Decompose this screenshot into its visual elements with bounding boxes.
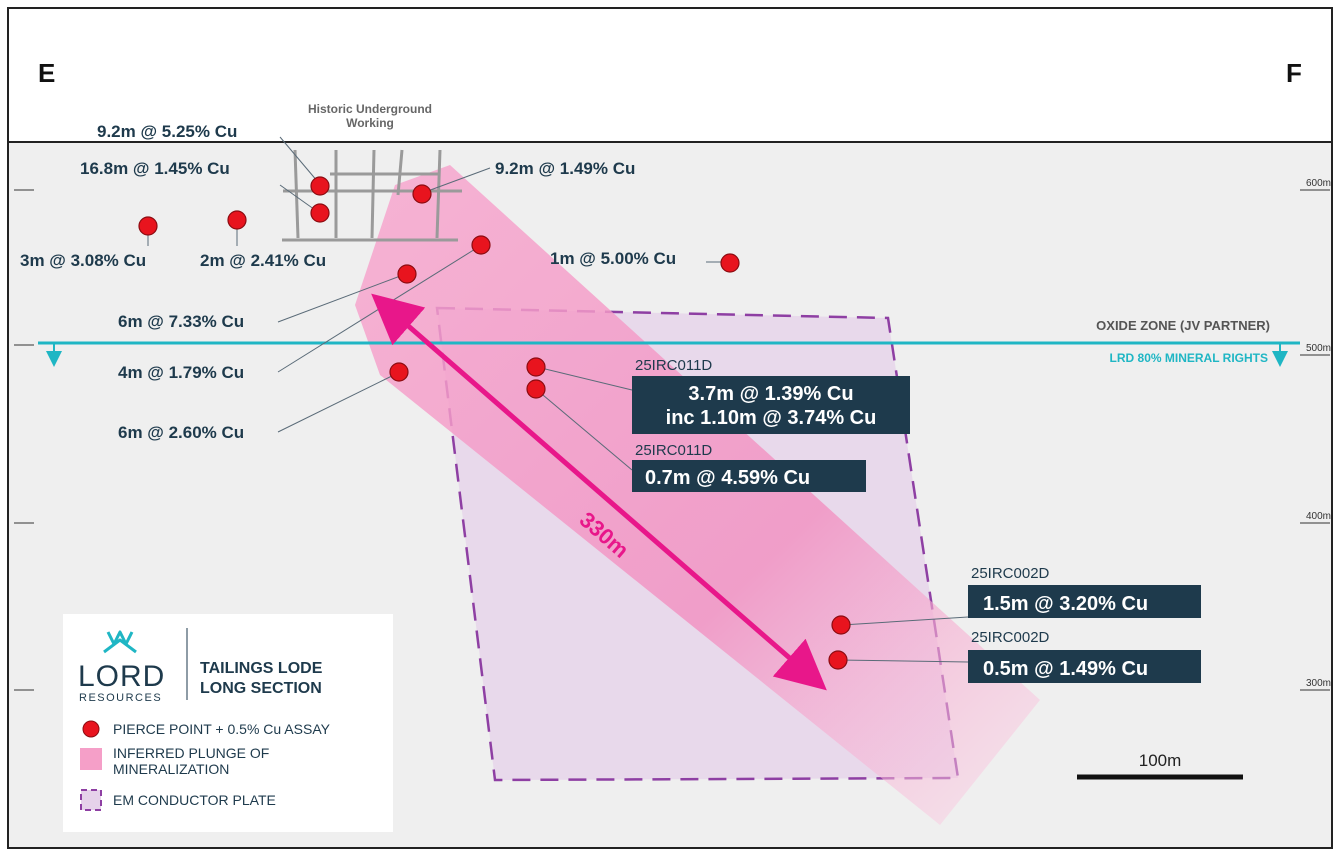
elevation-label-600: 600m — [1306, 178, 1331, 189]
scale-bar-label: 100m — [1139, 751, 1182, 770]
section-start-label: E — [38, 58, 55, 88]
pierce-point — [828, 650, 848, 670]
pierce-point — [138, 216, 158, 236]
assay-callout-line1: 0.7m @ 4.59% Cu — [645, 467, 810, 489]
intercept-label: 16.8m @ 1.45% Cu — [80, 159, 230, 178]
intercept-label: 9.2m @ 5.25% Cu — [97, 122, 237, 141]
logo-word: LORD — [78, 660, 165, 693]
elevation-label-400: 400m — [1306, 511, 1331, 522]
pierce-point — [227, 210, 247, 230]
intercept-label: 6m @ 2.60% Cu — [118, 423, 244, 442]
assay-callout-line1: 3.7m @ 1.39% Cu — [688, 383, 853, 405]
hole-id: 25IRC011D — [635, 357, 712, 374]
pierce-point — [526, 379, 546, 399]
assay-callout — [632, 376, 910, 434]
pierce-point — [389, 362, 409, 382]
historic-label-line1: Historic Underground — [308, 102, 432, 116]
mineral-rights-label: LRD 80% MINERAL RIGHTS — [1110, 351, 1268, 365]
pierce-point — [831, 615, 851, 635]
hole-id: 25IRC002D — [971, 629, 1050, 646]
intercept-label: 6m @ 7.33% Cu — [118, 312, 244, 331]
assay-callout-line1: 1.5m @ 3.20% Cu — [983, 593, 1148, 615]
pierce-point — [720, 253, 740, 273]
historic-label-line2: Working — [346, 116, 394, 130]
hole-id: 25IRC011D — [635, 442, 712, 459]
pierce-point — [412, 184, 432, 204]
legend-plunge-symbol — [80, 748, 102, 770]
intercept-label: 3m @ 3.08% Cu — [20, 251, 146, 270]
pierce-point — [526, 357, 546, 377]
lord-logo-icon — [103, 630, 137, 654]
elevation-label-300: 300m — [1306, 678, 1331, 689]
assay-callout-line2: inc 1.10m @ 3.74% Cu — [666, 407, 877, 429]
historic-workings — [282, 149, 462, 242]
legend-title-line1: TAILINGS LODE — [200, 660, 323, 677]
assay-callout — [968, 585, 1201, 618]
legend-plunge-label-line1: INFERRED PLUNGE OF — [113, 745, 269, 761]
pierce-point — [471, 235, 491, 255]
hole-id: 25IRC002D — [971, 565, 1050, 582]
pierce-point — [397, 264, 417, 284]
legend-plunge-label-line2: MINERALIZATION — [113, 761, 229, 777]
assay-callout — [632, 460, 866, 492]
plunge-length-arrow — [371, 293, 827, 691]
pierce-point — [310, 203, 330, 223]
legend-title-line2: LONG SECTION — [200, 680, 322, 697]
legend-pierce-label: PIERCE POINT + 0.5% Cu ASSAY — [113, 721, 331, 737]
assay-callout — [968, 650, 1201, 683]
legend: LORD RESOURCES TAILINGS LODE LONG SECTIO… — [63, 614, 393, 832]
pierce-point — [310, 176, 330, 196]
logo-subword: RESOURCES — [79, 692, 162, 704]
assay-callout-line1: 0.5m @ 1.49% Cu — [983, 658, 1148, 680]
legend-plate-symbol — [80, 789, 102, 811]
oxide-zone-label: OXIDE ZONE (JV PARTNER) — [1096, 318, 1270, 333]
elevation-label-500: 500m — [1306, 343, 1331, 354]
section-end-label: F — [1286, 58, 1302, 88]
intercept-label: 4m @ 1.79% Cu — [118, 363, 244, 382]
intercept-label: 9.2m @ 1.49% Cu — [495, 159, 635, 178]
legend-plate-label: EM CONDUCTOR PLATE — [113, 792, 276, 808]
intercept-label: 2m @ 2.41% Cu — [200, 251, 326, 270]
legend-pierce-symbol — [82, 720, 100, 738]
legend-panel — [63, 614, 393, 832]
pierce-points — [138, 176, 851, 670]
intercept-label: 1m @ 5.00% Cu — [550, 249, 676, 268]
